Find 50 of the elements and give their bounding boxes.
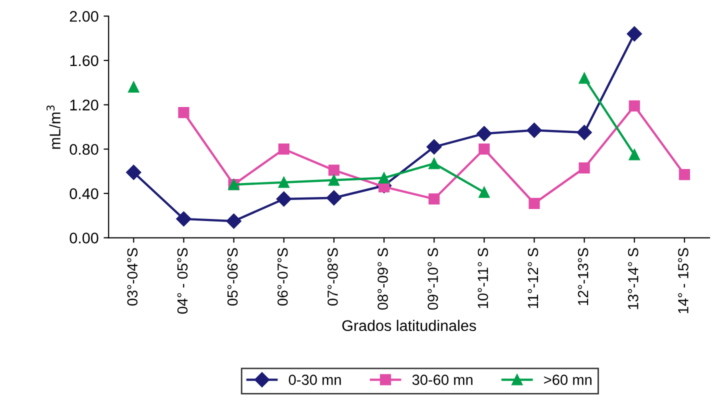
point xyxy=(226,214,242,229)
legend-label: >60 mn xyxy=(544,374,592,385)
point xyxy=(626,26,642,42)
point xyxy=(428,193,440,205)
point xyxy=(578,72,590,84)
x-tick-label: 12°-13°S xyxy=(578,248,588,306)
legend-label: 30-60 mn xyxy=(412,374,472,385)
point xyxy=(428,158,440,170)
point xyxy=(578,162,590,174)
point xyxy=(678,169,690,180)
y-tick-label: 2.00 xyxy=(70,10,98,22)
legend-label: 0-30 mn xyxy=(288,374,341,385)
y-tick-label: 0.40 xyxy=(70,188,98,200)
y-tick-label: 0.00 xyxy=(70,232,98,244)
x-tick-label: 04° - 05°S xyxy=(177,248,188,314)
x-tick-label: 10°-11° S xyxy=(478,248,488,308)
y-tick-label: 1.20 xyxy=(70,100,98,110)
point xyxy=(278,176,290,188)
point xyxy=(128,81,140,93)
point xyxy=(326,190,342,206)
y-tick-label: 0.80 xyxy=(70,144,98,155)
x-tick-label: 14° - 15°S xyxy=(678,248,688,314)
point xyxy=(478,186,490,198)
point xyxy=(478,144,490,155)
x-tick-label: 09°-10° S xyxy=(428,248,438,310)
point xyxy=(126,164,142,180)
point xyxy=(328,164,340,176)
point xyxy=(426,139,442,154)
x-tick-label: 07°-08°S xyxy=(328,248,338,306)
point xyxy=(528,198,540,209)
point xyxy=(328,174,340,186)
point xyxy=(476,126,492,142)
point xyxy=(628,100,640,112)
x-tick-label: 06°-07°S xyxy=(277,248,288,306)
x-tick-label: 11°-12° S xyxy=(528,248,538,308)
x-tick-label: 05°-06°S xyxy=(227,248,238,306)
x-tick-label: 13°-14° S xyxy=(628,248,638,310)
point xyxy=(276,191,292,207)
point xyxy=(378,172,390,184)
y-axis-title: mL/m$^{3}$ xyxy=(46,105,60,149)
point xyxy=(526,122,542,138)
x-tick-label: 03°-04°S xyxy=(127,248,138,306)
point xyxy=(576,124,592,140)
y-tick-label: 1.60 xyxy=(70,55,98,66)
point xyxy=(278,144,290,155)
point xyxy=(178,106,190,118)
point xyxy=(176,211,192,226)
point xyxy=(628,149,640,160)
x-axis-title: Grados latitudinales xyxy=(342,320,476,332)
x-tick-label: 08°-09° S xyxy=(378,248,388,310)
